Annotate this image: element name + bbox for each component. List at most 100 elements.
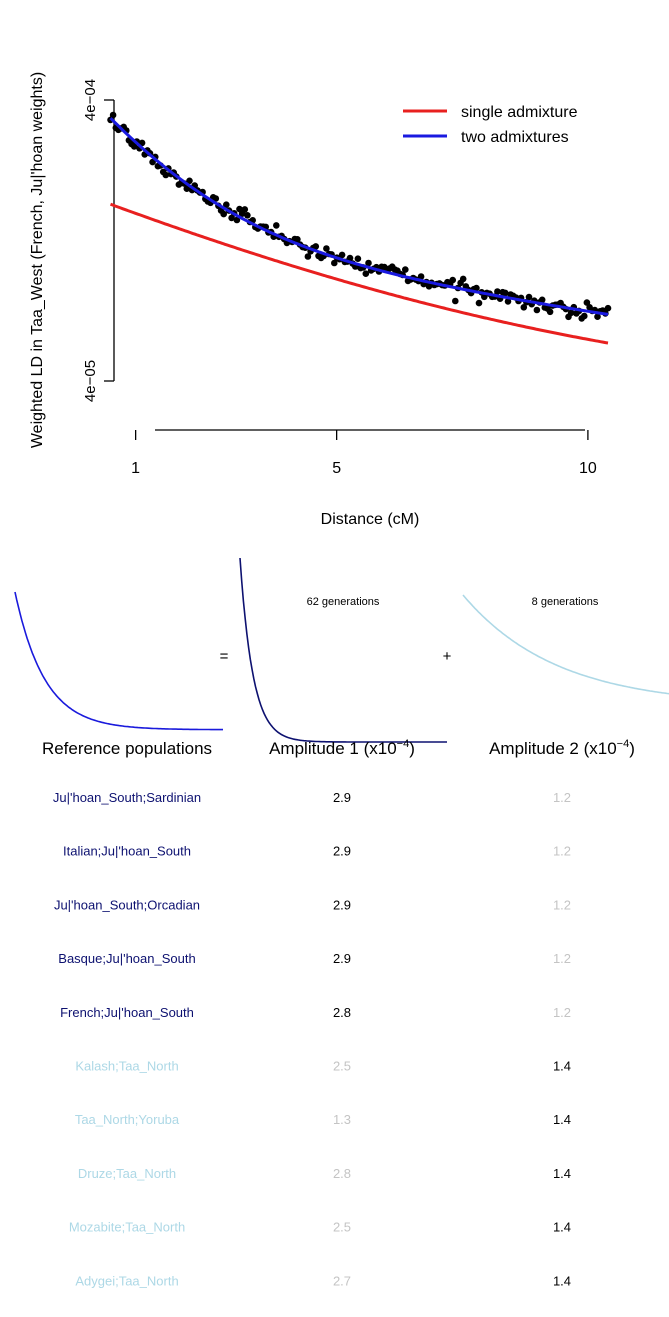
legend-label-single-admixture: single admixture [461,104,578,121]
data-point [186,177,193,185]
data-point [567,309,575,317]
amplitude-1-exponent: −4 [397,738,410,750]
data-point [323,245,330,252]
reference-population: Italian;Ju|'hoan_South [63,844,191,859]
data-point [354,255,362,262]
data-point [449,276,457,284]
reference-population: French;Ju|'hoan_South [60,1005,194,1020]
amplitude-2-header-text: Amplitude 2 (x10 [489,739,617,758]
table-row: Adygei;Taa_North 2.7 1.4 [75,1273,571,1288]
y-axis-label: Weighted LD in Taa_West (French, Ju|'hoa… [29,72,46,448]
table-row: Druze;Taa_North 2.8 1.4 [78,1166,571,1181]
amplitude-2-value: 1.2 [553,951,571,966]
data-point [473,284,480,292]
x-tick-label: 5 [332,460,341,477]
amplitude-1-value: 2.9 [333,844,351,859]
data-point [452,297,459,305]
data-point [183,185,191,192]
column-header-amplitude-1: Amplitude 1 (x10−4) [269,738,415,758]
amplitude-2-value: 1.4 [553,1273,571,1288]
amplitude-2-value: 1.2 [553,844,571,859]
amplitude-1-value: 2.9 [333,951,351,966]
data-point [233,216,241,224]
total-decay-curve [14,591,223,731]
table-row: Basque;Ju|'hoan_South 2.9 1.2 [58,951,571,966]
legend: single admixture two admixtures [403,104,578,146]
column-header-reference-populations: Reference populations [42,739,212,758]
data-point [417,273,425,280]
data-point [109,111,117,119]
column-header-amplitude-2: Amplitude 2 (x10−4) [489,738,635,758]
data-point [365,259,372,267]
decay-62-generations-curve [239,557,447,743]
plus-sign: + [443,648,452,665]
reference-population: Ju|'hoan_South;Sardinian [53,790,201,805]
data-point [581,312,588,320]
amplitude-2-value: 1.4 [553,1059,571,1074]
data-point [346,254,354,262]
data-point [525,293,533,301]
table-row: Kalash;Taa_North 2.5 1.4 [75,1059,571,1074]
amplitude-1-value: 2.5 [333,1220,351,1235]
data-point [604,304,612,312]
equals-sign: = [220,648,229,665]
data-point [459,275,467,283]
data-point [504,298,512,305]
label-62-generations: 62 generations [307,596,380,608]
reference-population: Adygei;Taa_North [75,1273,178,1288]
amplitude-1-value: 2.8 [333,1166,351,1181]
two-admixtures-curve [109,117,609,316]
amplitude-2-value: 1.4 [553,1166,571,1181]
decomposition-schematic: = 62 generations + 8 generations [14,557,669,743]
y-axis: 4e−04 4e−05 Weighted LD in Taa_West (Fre… [29,72,115,448]
amplitude-1-value: 2.5 [333,1059,351,1074]
x-axis-label: Distance (cM) [321,511,420,528]
data-point [475,299,483,307]
data-point [223,201,230,208]
amplitude-1-value: 2.9 [333,790,351,805]
amplitude-2-value: 1.2 [553,790,571,805]
amplitude-2-exponent: −4 [617,738,630,750]
amplitude-1-value: 2.7 [333,1273,351,1288]
reference-population: Basque;Ju|'hoan_South [58,951,195,966]
data-point [520,304,528,311]
table-row: Ju|'hoan_South;Sardinian 2.9 1.2 [53,790,571,805]
amplitude-1-value: 2.9 [333,897,351,912]
data-point [533,306,541,314]
label-8-generations: 8 generations [532,596,599,608]
data-point [244,212,251,219]
reference-population: Ju|'hoan_South;Orcadian [54,897,200,912]
amplitude-1-header-text: Amplitude 1 (x10 [269,739,397,758]
reference-population: Taa_North;Yoruba [75,1112,180,1127]
x-tick-label: 1 [131,460,140,477]
data-point [212,195,220,202]
data-point [362,270,370,278]
table-row: Mozabite;Taa_North 2.5 1.4 [69,1220,571,1235]
reference-population: Kalash;Taa_North [75,1059,178,1074]
data-point [304,253,312,260]
data-point [294,236,301,243]
data-point [130,143,138,150]
reference-population: Mozabite;Taa_North [69,1220,185,1235]
data-point [338,251,346,259]
x-tick-label: 10 [579,460,597,477]
amplitude-2-value: 1.4 [553,1220,571,1235]
data-point [594,313,601,321]
y-tick-label: 4e−05 [82,360,99,402]
table-rows: Ju|'hoan_South;Sardinian 2.9 1.2 Italian;Ju… [53,790,571,1288]
data-point [162,171,170,179]
data-point [331,259,338,267]
single-admixture-curve [109,202,609,345]
data-point [149,158,156,166]
ld-decay-plot: 4e−04 4e−05 Weighted LD in Taa_West (Fre… [29,72,612,528]
data-point [312,243,320,250]
data-point [502,289,509,297]
amplitude-table: Reference populations Amplitude 1 (x10−4… [42,738,635,1288]
x-ticks: 1 5 10 [131,430,597,477]
data-point [494,288,501,295]
amplitude-2-value: 1.2 [553,1005,571,1020]
amplitude-1-value: 2.8 [333,1005,351,1020]
data-point [241,206,249,213]
data-point [402,266,409,273]
